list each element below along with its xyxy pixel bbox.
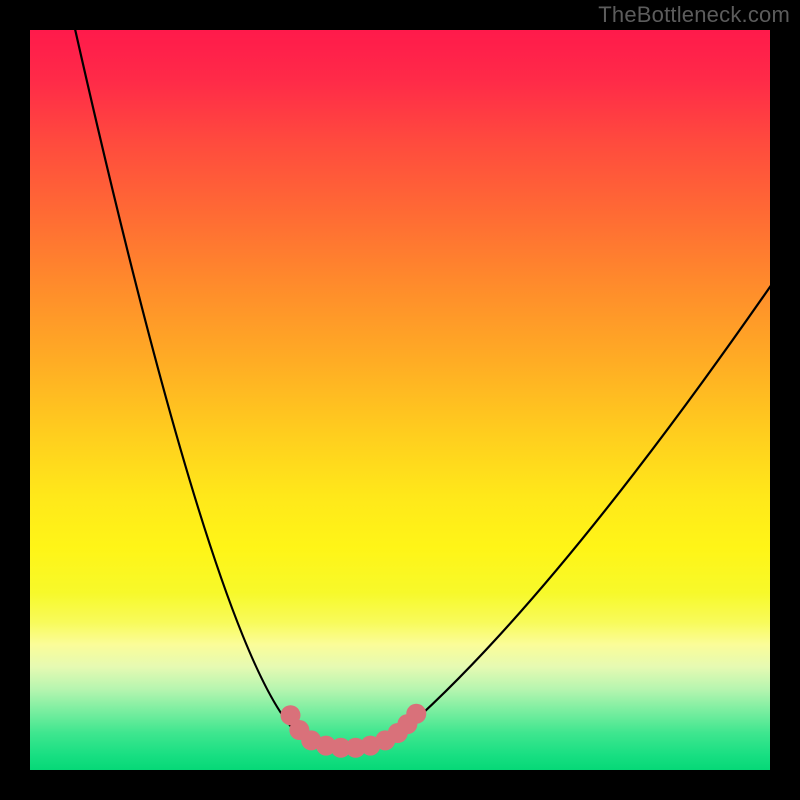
trough-dot bbox=[406, 704, 426, 724]
bottleneck-chart bbox=[0, 0, 800, 800]
watermark-text: TheBottleneck.com bbox=[598, 2, 790, 28]
plot-background bbox=[30, 30, 770, 770]
